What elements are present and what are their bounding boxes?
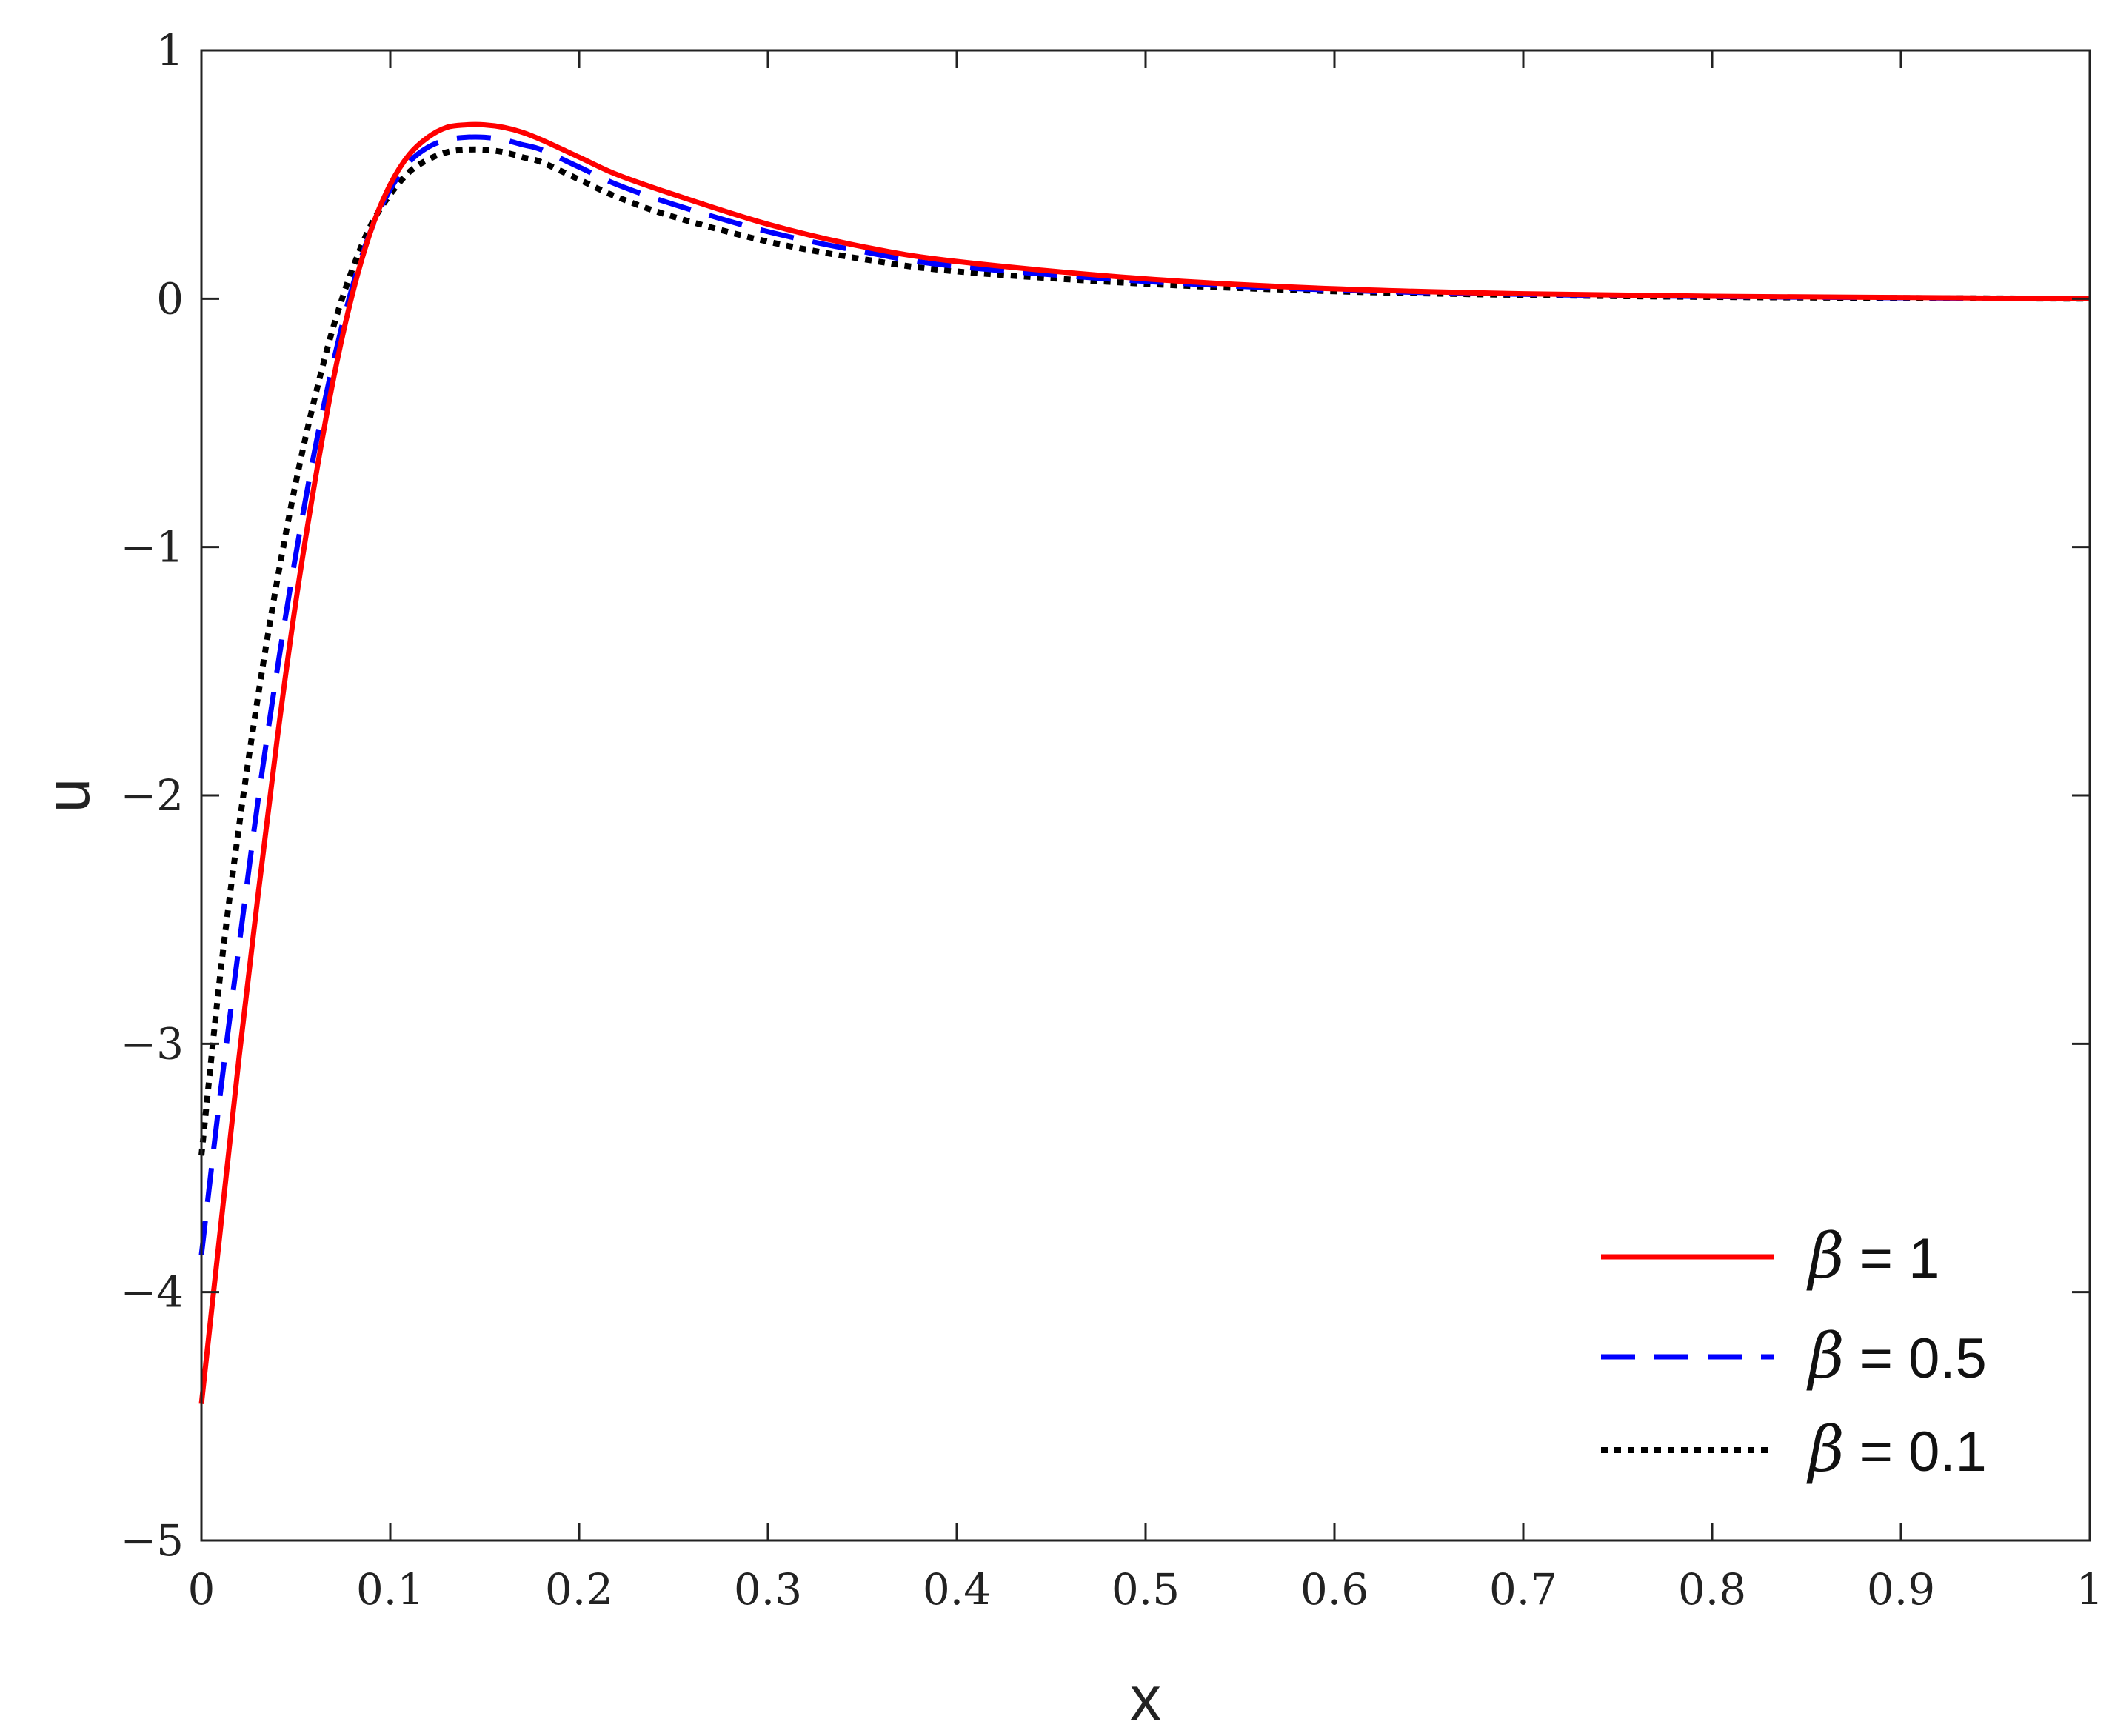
- legend-symbol-0: β: [1806, 1220, 1845, 1292]
- y-tick-label: −3: [121, 1018, 184, 1069]
- legend-name-1: = 0.5: [1845, 1327, 1987, 1390]
- x-tick-label: 0.3: [734, 1564, 802, 1615]
- x-tick-label: 1: [2076, 1564, 2104, 1615]
- x-tick-label: 0.7: [1489, 1564, 1557, 1615]
- legend-symbol-1: β: [1806, 1320, 1845, 1392]
- x-axis-label: x: [1130, 1663, 1161, 1733]
- x-tick-label: 0.9: [1867, 1564, 1935, 1615]
- x-tick-label: 0.8: [1678, 1564, 1746, 1615]
- x-tick-label: 0.2: [545, 1564, 613, 1615]
- legend-label-0: β = 1: [1806, 1220, 1939, 1292]
- legend: β = 1β = 0.5β = 0.1: [1601, 1220, 1987, 1486]
- x-tick-label: 0.4: [923, 1564, 991, 1615]
- legend-name-0: = 1: [1845, 1227, 1940, 1290]
- x-tick-label: 0.6: [1300, 1564, 1369, 1615]
- y-axis-label: u: [33, 778, 102, 813]
- x-tick-label: 0.1: [356, 1564, 424, 1615]
- legend-name-2: = 0.1: [1845, 1420, 1987, 1483]
- legend-symbol-2: β: [1806, 1413, 1845, 1486]
- x-tick-label: 0: [188, 1564, 215, 1615]
- x-tick-label: 0.5: [1112, 1564, 1180, 1615]
- legend-label-1: β = 0.5: [1806, 1320, 1987, 1392]
- legend-label-2: β = 0.1: [1806, 1413, 1987, 1486]
- y-tick-label: −4: [121, 1267, 184, 1318]
- series-line-0: [198, 121, 2091, 1404]
- y-tick-label: −5: [121, 1515, 184, 1566]
- y-tick-label: 1: [156, 25, 184, 76]
- series-layer: [198, 121, 2091, 1404]
- y-tick-label: 0: [156, 273, 184, 324]
- tick-layer: 0 0.1 0.2 0.3 0.4 0.5 0.6 0.7 0.8 0.9 1 −5 −4 −3 −2 −1 0…: [121, 25, 2104, 1615]
- y-tick-label: −2: [121, 770, 184, 821]
- y-tick-label: −1: [121, 522, 184, 572]
